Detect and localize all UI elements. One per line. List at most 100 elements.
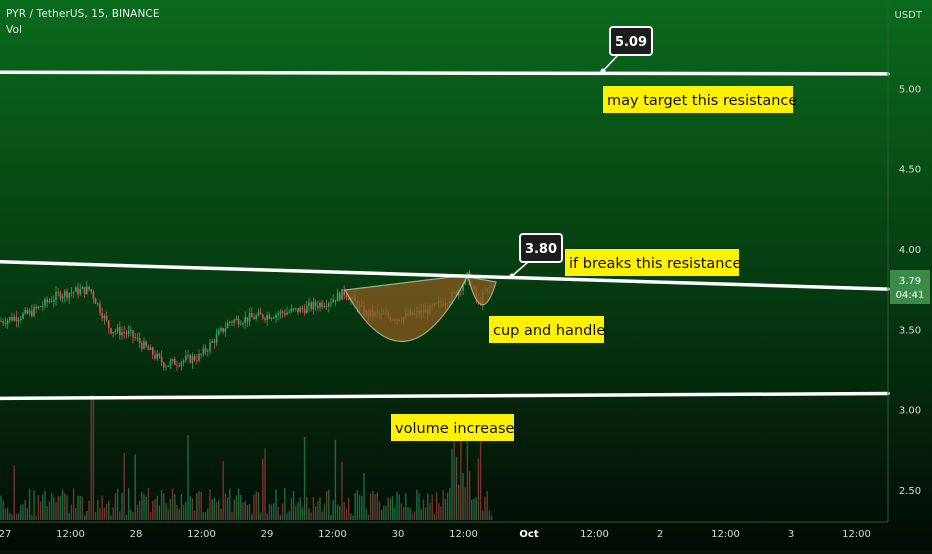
volume-bar [72,488,75,520]
volume-bar [94,511,97,520]
volume-bar [453,416,455,520]
volume-bar [420,509,422,520]
candle-body [156,353,158,359]
volume-bar [79,495,81,520]
target-resistance-line[interactable] [0,70,890,76]
volume-bar [66,495,68,520]
volume-bar [112,507,114,520]
candle-body [222,328,224,332]
volume-bar [44,490,46,520]
volume-bar [37,495,40,520]
volume-bar [244,500,246,520]
candle-body [97,303,99,305]
volume-bar [334,439,337,520]
candle-body [213,341,216,344]
volume-bar [103,507,106,520]
candle-body [270,317,273,319]
volume-bar [75,507,77,520]
candle-body [295,308,297,309]
candle-body [169,361,172,366]
volume-bar [402,506,405,520]
candle-body [288,311,290,313]
target-price-label-box [609,26,653,56]
volume-bar [90,395,92,520]
volume-bar [138,500,141,520]
volume-bar [246,505,249,520]
support-line[interactable] [0,391,890,401]
volume-bar [279,515,282,520]
volume-bar [24,499,26,520]
volume-bar [31,514,33,520]
volume-bar [479,427,482,520]
volume-bar [213,497,216,520]
volume-bar [165,503,167,520]
candle-body [220,328,222,331]
candle-body [114,331,117,332]
volume-bar [198,491,200,520]
volume-bar [17,513,20,520]
candle-body [218,330,220,335]
volume-bar [88,500,90,520]
volume-bar [464,487,466,520]
candle-body [268,314,271,319]
time-tick-label: 30 [392,529,405,540]
candle-body [110,328,112,334]
candle-body [246,317,249,322]
volume-bar [81,496,84,520]
volume-bar [367,514,370,520]
candle-body [103,315,106,319]
candle-body [28,310,31,314]
price-tick-label: 4.50 [899,165,921,176]
volume-bar [229,488,231,520]
candle-body [198,353,200,361]
candle-body [68,293,70,298]
candle-body [277,313,279,315]
volume-bar [6,507,9,520]
candle-body [226,322,229,329]
volume-bar [156,495,158,520]
candle-body [112,331,114,334]
target-annotation-box [603,86,793,113]
volume-bar [413,511,416,520]
descending-resistance-line[interactable] [0,260,890,291]
volume-bar [59,496,62,520]
candle-body [163,362,165,368]
candle-body [200,353,202,355]
volume-bar [70,504,73,520]
candle-body [143,341,145,349]
volume-bar [277,506,279,520]
target-annotation: may target this resistance [607,93,797,109]
volume-bar [182,504,185,520]
candle-body [215,334,218,344]
volume-bar [343,502,345,520]
volume-bar [323,504,326,520]
volume-bars [0,395,493,520]
candle-body [116,327,119,332]
candle-body [244,317,246,324]
candle-body [13,316,15,321]
volume-bar [407,507,409,520]
candle-body [207,351,209,352]
volume-bar [292,491,295,520]
volume-bar [378,501,381,520]
trend-lines[interactable] [0,70,890,401]
volume-bar [141,491,143,520]
candle-body [242,323,244,325]
candle-body [61,296,64,299]
volume-bar [398,494,400,520]
candle-body [55,291,57,301]
candle-body [167,365,169,367]
candle-body [308,302,310,306]
volume-bar [154,499,156,520]
time-tick-label: 12:00 [56,529,85,540]
candle-body [224,328,227,332]
candle-body [132,330,134,338]
candle-body [319,302,321,308]
volume-bar [257,492,260,520]
candle-body [182,360,185,363]
axes: 5.00 4.50 4.00 3.50 3.00 2.50 27 12:00 28 12:00 29… [0,0,921,540]
volume-bar [86,511,88,520]
volume-bar [376,492,378,520]
